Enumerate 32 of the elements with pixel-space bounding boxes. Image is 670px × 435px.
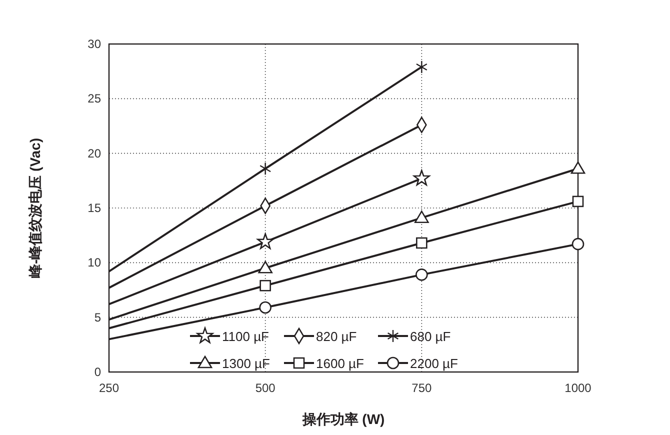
- x-tick-label: 500: [255, 381, 276, 395]
- y-tick-label: 15: [88, 201, 102, 215]
- x-tick-label: 250: [98, 381, 120, 395]
- y-tick-label: 25: [88, 92, 102, 106]
- point: [416, 268, 428, 281]
- legend-label: 1100 µF: [222, 329, 270, 344]
- legend-label: 820 µF: [316, 329, 357, 344]
- y-tick-label: 0: [94, 365, 102, 379]
- point: [259, 301, 272, 314]
- y-tick-label: 30: [88, 37, 102, 51]
- legend-label: 1300 µF: [222, 356, 270, 371]
- point: [416, 60, 428, 74]
- x-tick-label: 750: [412, 381, 432, 395]
- point: [257, 233, 274, 250]
- y-tick-label: 10: [88, 256, 102, 270]
- point: [414, 210, 429, 223]
- x-axis-title: 操作功率 (W): [301, 411, 385, 427]
- y-tick-label: 20: [88, 146, 102, 160]
- point: [572, 196, 584, 208]
- point: [260, 280, 271, 292]
- point: [260, 162, 272, 176]
- legend-label: 680 µF: [410, 329, 451, 344]
- point: [572, 238, 584, 250]
- point: [413, 170, 430, 186]
- point: [416, 237, 428, 249]
- legend-label: 2200 µF: [410, 356, 458, 371]
- y-tick-label: 5: [94, 310, 102, 324]
- legend-label: 1600 µF: [316, 356, 364, 371]
- y-axis-title: 峰-峰值纹波电压 (Vac): [27, 138, 43, 278]
- point: [570, 161, 586, 174]
- point: [258, 260, 272, 274]
- x-tick-label: 1000: [564, 381, 592, 395]
